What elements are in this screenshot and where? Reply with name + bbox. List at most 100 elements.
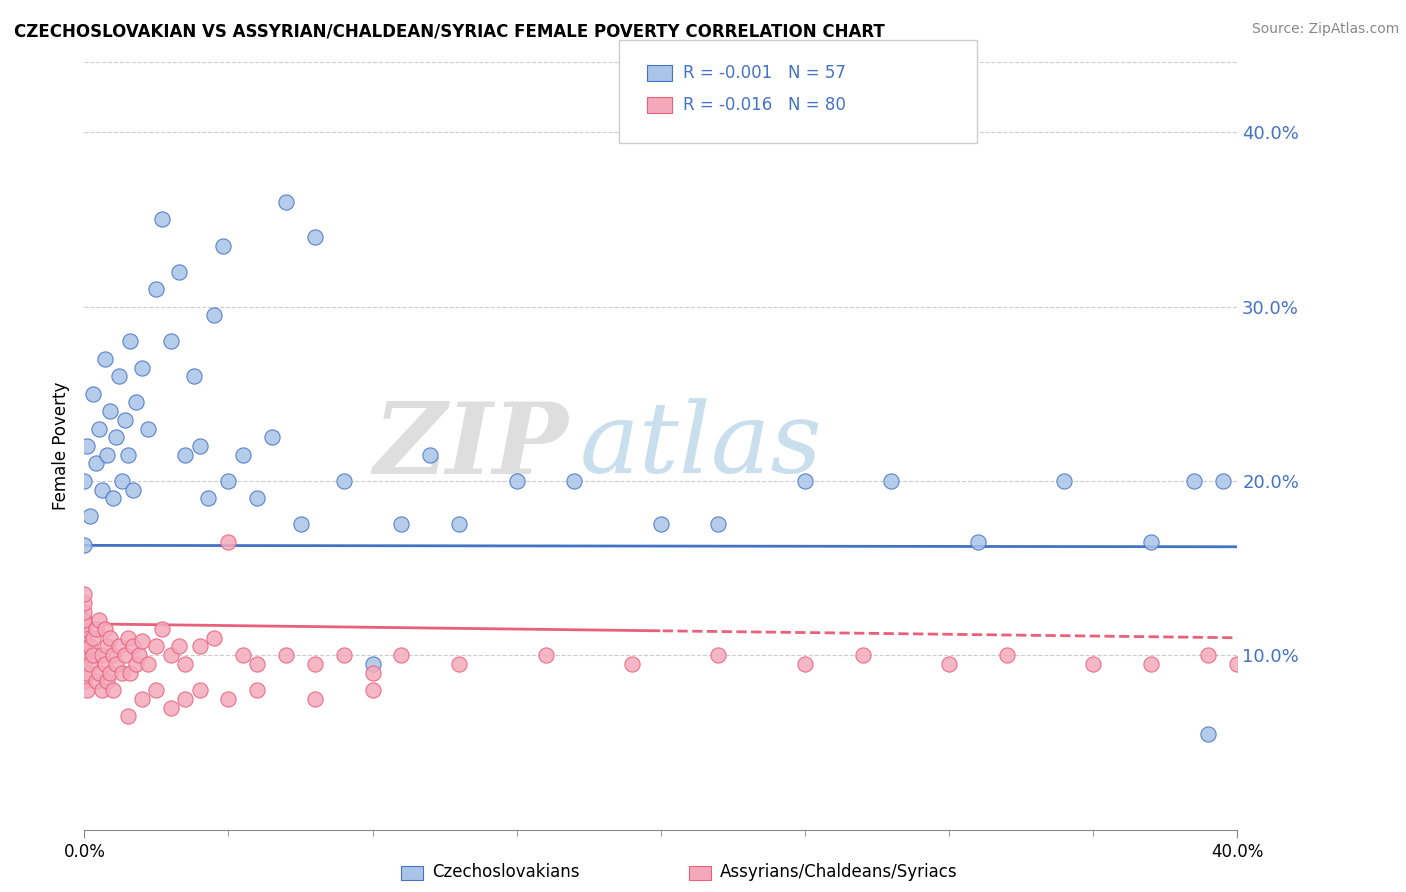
Point — [246, 491, 269, 506]
Point — [98, 404, 121, 418]
Point — [621, 657, 644, 671]
Point — [87, 665, 110, 680]
Point — [73, 634, 96, 648]
Point — [73, 587, 96, 601]
Point — [650, 517, 672, 532]
Point — [76, 683, 98, 698]
Point — [232, 648, 254, 663]
Point — [90, 648, 112, 663]
Point — [361, 665, 384, 680]
Point — [87, 421, 110, 435]
Point — [880, 474, 903, 488]
Point — [108, 369, 131, 384]
Point — [211, 238, 233, 252]
Text: R = -0.016   N = 80: R = -0.016 N = 80 — [683, 96, 846, 114]
Point — [73, 627, 96, 641]
Point — [73, 657, 96, 671]
Point — [304, 691, 326, 706]
Point — [76, 439, 98, 453]
Point — [1226, 657, 1249, 671]
Point — [117, 631, 139, 645]
Point — [174, 657, 197, 671]
Point — [145, 640, 167, 654]
Point — [93, 622, 115, 636]
Point — [1140, 657, 1163, 671]
Point — [136, 657, 159, 671]
Point — [98, 665, 121, 680]
Point — [128, 648, 150, 663]
Point — [333, 648, 356, 663]
Point — [564, 474, 586, 488]
Point — [218, 534, 240, 549]
Point — [1212, 474, 1234, 488]
Text: ZIP: ZIP — [374, 398, 568, 494]
Point — [105, 430, 128, 444]
Point — [232, 448, 254, 462]
Point — [218, 474, 240, 488]
Point — [84, 674, 107, 689]
Point — [90, 483, 112, 497]
Point — [73, 474, 96, 488]
Point — [111, 665, 134, 680]
Point — [202, 308, 225, 322]
Point — [114, 648, 136, 663]
Text: Czechoslovakians: Czechoslovakians — [432, 863, 579, 881]
Text: R = -0.001   N = 57: R = -0.001 N = 57 — [683, 64, 846, 82]
Point — [1140, 534, 1163, 549]
Point — [131, 634, 153, 648]
Point — [218, 691, 240, 706]
Point — [246, 683, 269, 698]
Point — [84, 457, 107, 471]
Point — [79, 657, 101, 671]
Point — [82, 631, 104, 645]
Point — [96, 448, 118, 462]
Point — [707, 648, 730, 663]
Point — [391, 517, 413, 532]
Point — [131, 691, 153, 706]
Point — [73, 640, 96, 654]
Point — [361, 657, 384, 671]
Point — [260, 430, 283, 444]
Point — [103, 683, 124, 698]
Point — [333, 474, 356, 488]
Point — [1198, 726, 1220, 740]
Point — [852, 648, 875, 663]
Point — [276, 194, 298, 209]
Point — [506, 474, 529, 488]
Point — [169, 265, 191, 279]
Point — [145, 683, 167, 698]
Point — [84, 622, 107, 636]
Point — [449, 657, 471, 671]
Point — [122, 483, 145, 497]
Point — [169, 640, 191, 654]
Point — [73, 605, 96, 619]
Point — [1083, 657, 1105, 671]
Point — [1053, 474, 1076, 488]
Point — [707, 517, 730, 532]
Point — [150, 212, 173, 227]
Point — [188, 439, 211, 453]
Point — [188, 640, 211, 654]
Point — [96, 674, 118, 689]
Point — [361, 683, 384, 698]
Point — [174, 448, 197, 462]
Point — [131, 360, 153, 375]
Point — [73, 648, 96, 663]
Text: Source: ZipAtlas.com: Source: ZipAtlas.com — [1251, 22, 1399, 37]
Point — [202, 631, 225, 645]
Point — [73, 613, 96, 627]
Point — [82, 648, 104, 663]
Point — [1198, 648, 1220, 663]
Point — [79, 508, 101, 523]
Point — [105, 657, 128, 671]
Point — [174, 691, 197, 706]
Point — [938, 657, 960, 671]
Point — [197, 491, 219, 506]
Point — [290, 517, 312, 532]
Point — [73, 538, 96, 552]
Point — [967, 534, 990, 549]
Point — [103, 648, 124, 663]
Point — [995, 648, 1018, 663]
Point — [150, 622, 173, 636]
Point — [73, 622, 96, 636]
